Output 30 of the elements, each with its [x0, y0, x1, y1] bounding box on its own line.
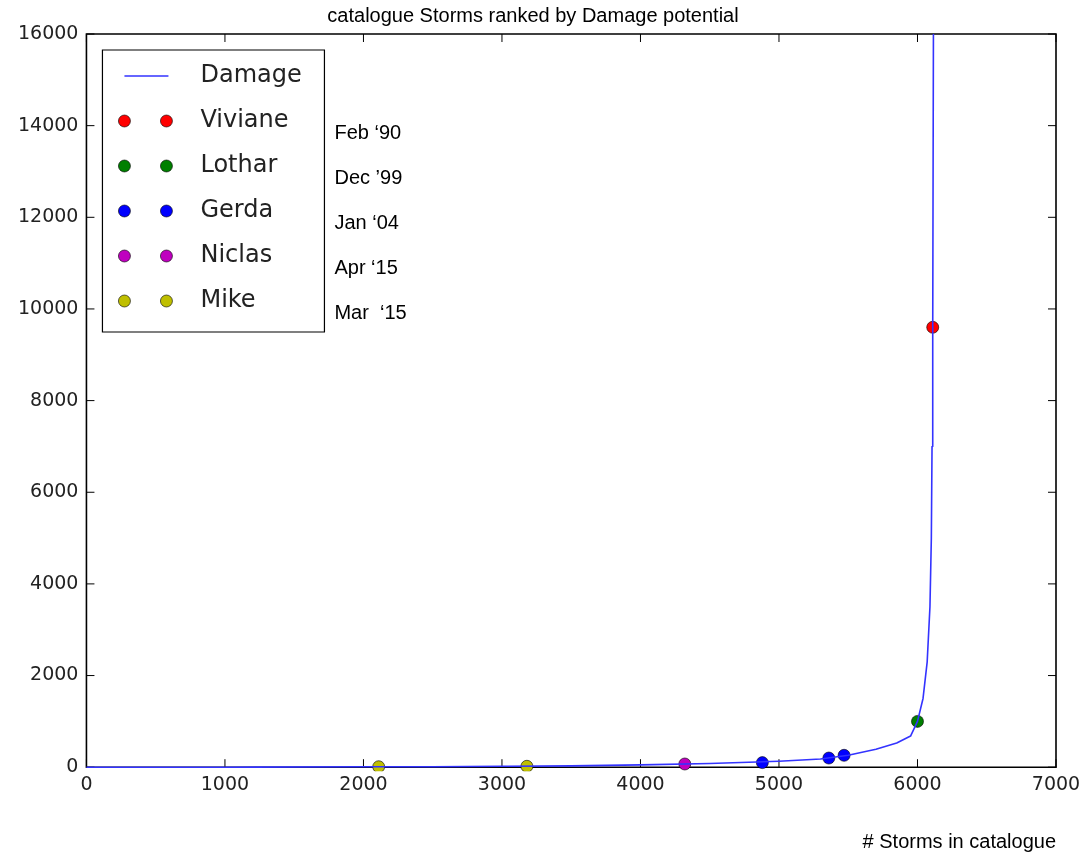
y-tick-label: 4000	[30, 570, 79, 593]
y-tick-label: 2000	[30, 662, 79, 685]
y-tick-label: 16000	[17, 20, 79, 43]
x-tick-label: 4000	[616, 771, 665, 794]
y-tick-label: 6000	[30, 479, 79, 502]
annotation: Jan ‘04	[334, 210, 399, 233]
annotation: Dec ’99	[334, 165, 403, 188]
y-tick-label: 8000	[30, 387, 79, 410]
x-tick-label: 0	[80, 771, 93, 794]
x-tick-label: 2000	[339, 771, 388, 794]
legend-label: Lothar	[200, 150, 278, 179]
y-tick-label: 14000	[17, 112, 79, 135]
chart-title: catalogue Storms ranked by Damage potential	[327, 3, 739, 26]
x-tick-label: 7000	[1031, 771, 1081, 794]
y-tick-label: 0	[66, 754, 79, 777]
x-tick-label: 1000	[200, 771, 250, 794]
legend-label: Niclas	[200, 240, 273, 269]
x-axis-title: # Storms in catalogue	[862, 829, 1056, 852]
annotation: Feb ‘90	[334, 120, 402, 143]
legend-label: Mike	[200, 285, 256, 314]
x-tick-label: 6000	[893, 771, 942, 794]
legend-label: Damage	[200, 60, 302, 89]
legend-label: Viviane	[200, 105, 289, 134]
annotation: Mar ‘15	[334, 300, 407, 323]
y-tick-label: 12000	[17, 204, 79, 227]
annotation: Apr ‘15	[334, 255, 398, 278]
y-tick-label: 10000	[17, 295, 79, 318]
x-tick-label: 5000	[754, 771, 804, 794]
x-tick-label: 3000	[477, 771, 527, 794]
legend-label: Gerda	[200, 195, 274, 224]
